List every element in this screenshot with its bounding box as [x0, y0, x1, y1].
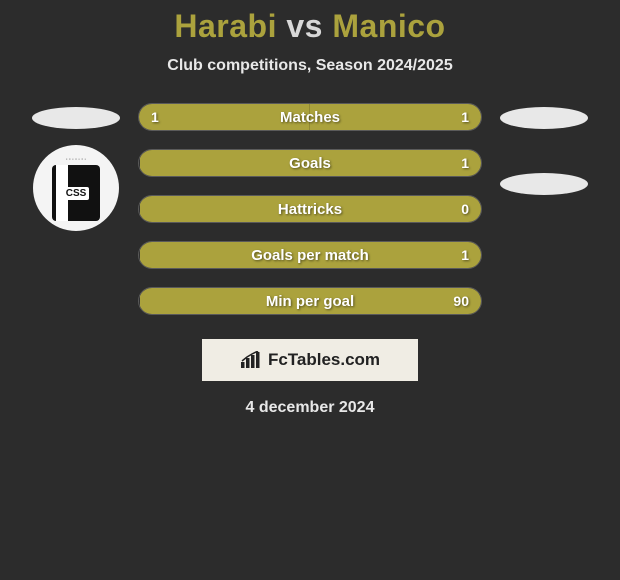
player1-name: Harabi: [174, 8, 277, 44]
stat-bar: Matches11: [138, 103, 482, 131]
stat-bar: Hattricks0: [138, 195, 482, 223]
stats-area: ·٠·٠·٠· CSS Matches11Goals1Hattricks0Goa…: [0, 103, 620, 315]
bar-right-fill: [140, 242, 481, 268]
page-title: Harabi vs Manico: [0, 8, 620, 45]
bar-right-fill: [140, 196, 481, 222]
vs-text: vs: [286, 8, 323, 44]
player2-name: Manico: [332, 8, 445, 44]
player1-ellipse-icon: [32, 107, 120, 129]
bar-right-fill: [140, 288, 481, 314]
badge-label: CSS: [63, 187, 90, 200]
stat-bar: Goals1: [138, 149, 482, 177]
bar-right-fill: [310, 104, 481, 130]
bar-right-fill: [140, 150, 481, 176]
chart-icon: [240, 351, 262, 369]
stat-bars: Matches11Goals1Hattricks0Goals per match…: [138, 103, 482, 315]
bar-left-fill: [139, 104, 310, 130]
stat-bar: Min per goal90: [138, 287, 482, 315]
stat-bar: Goals per match1: [138, 241, 482, 269]
stat-value-left: 1: [151, 104, 159, 130]
subtitle: Club competitions, Season 2024/2025: [0, 57, 620, 75]
right-side-column: [500, 103, 588, 195]
stat-value-right: 1: [461, 150, 469, 176]
player1-club-badge: ·٠·٠·٠· CSS: [33, 145, 119, 231]
source-logo: FcTables.com: [202, 339, 418, 381]
badge-shield-icon: CSS: [52, 165, 100, 221]
stat-value-right: 1: [461, 242, 469, 268]
comparison-widget: Harabi vs Manico Club competitions, Seas…: [0, 0, 620, 417]
source-text: FcTables.com: [268, 350, 380, 370]
stat-value-right: 1: [461, 104, 469, 130]
player2-ellipse2-icon: [500, 173, 588, 195]
badge-text-icon: ·٠·٠·٠·: [66, 155, 87, 163]
stat-value-right: 0: [461, 196, 469, 222]
date-text: 4 december 2024: [0, 399, 620, 417]
left-side-column: ·٠·٠·٠· CSS: [32, 103, 120, 231]
stat-value-right: 90: [453, 288, 469, 314]
player2-ellipse-icon: [500, 107, 588, 129]
